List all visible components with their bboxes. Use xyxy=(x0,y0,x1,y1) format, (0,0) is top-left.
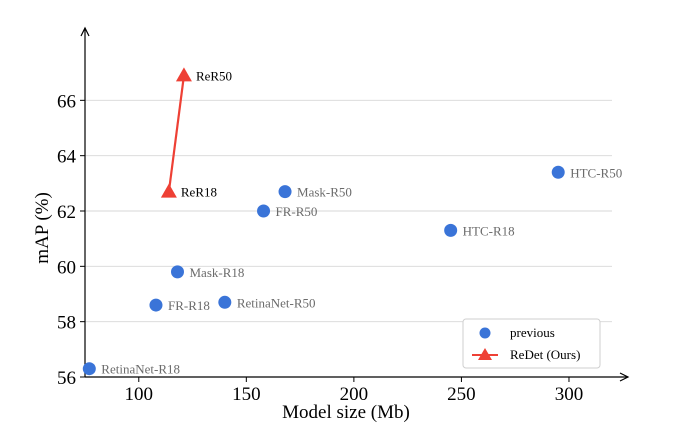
legend-marker-redet xyxy=(478,348,492,360)
y-axis-title: mAP (%) xyxy=(32,192,53,264)
x-axis-title: Model size (Mb) xyxy=(282,402,410,423)
x-axis-arrow xyxy=(619,372,630,382)
y-tick-label: 66 xyxy=(57,91,76,112)
point-label-redet: ReR50 xyxy=(196,68,232,83)
y-tick-label: 62 xyxy=(57,202,76,223)
y-tick-label: 58 xyxy=(57,313,76,334)
point-previous xyxy=(170,265,184,279)
point-redet xyxy=(160,183,177,198)
point-label-previous: FR-R50 xyxy=(276,204,318,219)
point-labels-layer: RetinaNet-R18 FR-R18 RetinaNet-R50 Mask-R18… xyxy=(101,68,622,376)
legend-label-previous: previous xyxy=(510,325,555,340)
point-label-previous: Mask-R50 xyxy=(297,185,352,200)
axes-layer: 56 58 60 62 64 66 100 150 200 250 300 xyxy=(57,26,630,405)
y-tick-label: 64 xyxy=(57,147,77,168)
y-axis-arrow xyxy=(80,26,90,37)
grid-layer xyxy=(85,99,612,323)
series-layer xyxy=(82,67,565,376)
x-tick-label: 150 xyxy=(232,384,261,405)
legend: previous ReDet (Ours) xyxy=(462,318,601,369)
point-label-previous: HTC-R18 xyxy=(463,223,515,238)
x-tick-label: 300 xyxy=(555,384,584,405)
point-label-previous: Mask-R18 xyxy=(189,265,244,280)
point-label-previous: RetinaNet-R18 xyxy=(101,362,180,377)
point-previous xyxy=(82,362,96,376)
point-label-previous: RetinaNet-R50 xyxy=(237,295,316,310)
x-tick-label: 250 xyxy=(447,384,476,405)
point-label-previous: HTC-R50 xyxy=(570,165,622,180)
x-tick-label: 100 xyxy=(125,384,154,405)
point-label-redet: ReR18 xyxy=(181,185,217,200)
series-line-redet xyxy=(167,75,186,192)
point-redet xyxy=(175,67,192,82)
point-previous xyxy=(218,295,232,309)
legend-marker-previous xyxy=(479,327,491,339)
point-previous xyxy=(257,204,271,218)
point-label-previous: FR-R18 xyxy=(168,298,210,313)
point-previous xyxy=(444,223,458,237)
point-previous xyxy=(278,185,292,199)
y-tick-label: 60 xyxy=(57,257,76,278)
y-tick-label: 56 xyxy=(57,368,76,389)
point-previous xyxy=(551,165,565,179)
point-previous xyxy=(149,298,163,312)
legend-label-redet: ReDet (Ours) xyxy=(510,347,580,362)
x-tick-label: 200 xyxy=(340,384,369,405)
